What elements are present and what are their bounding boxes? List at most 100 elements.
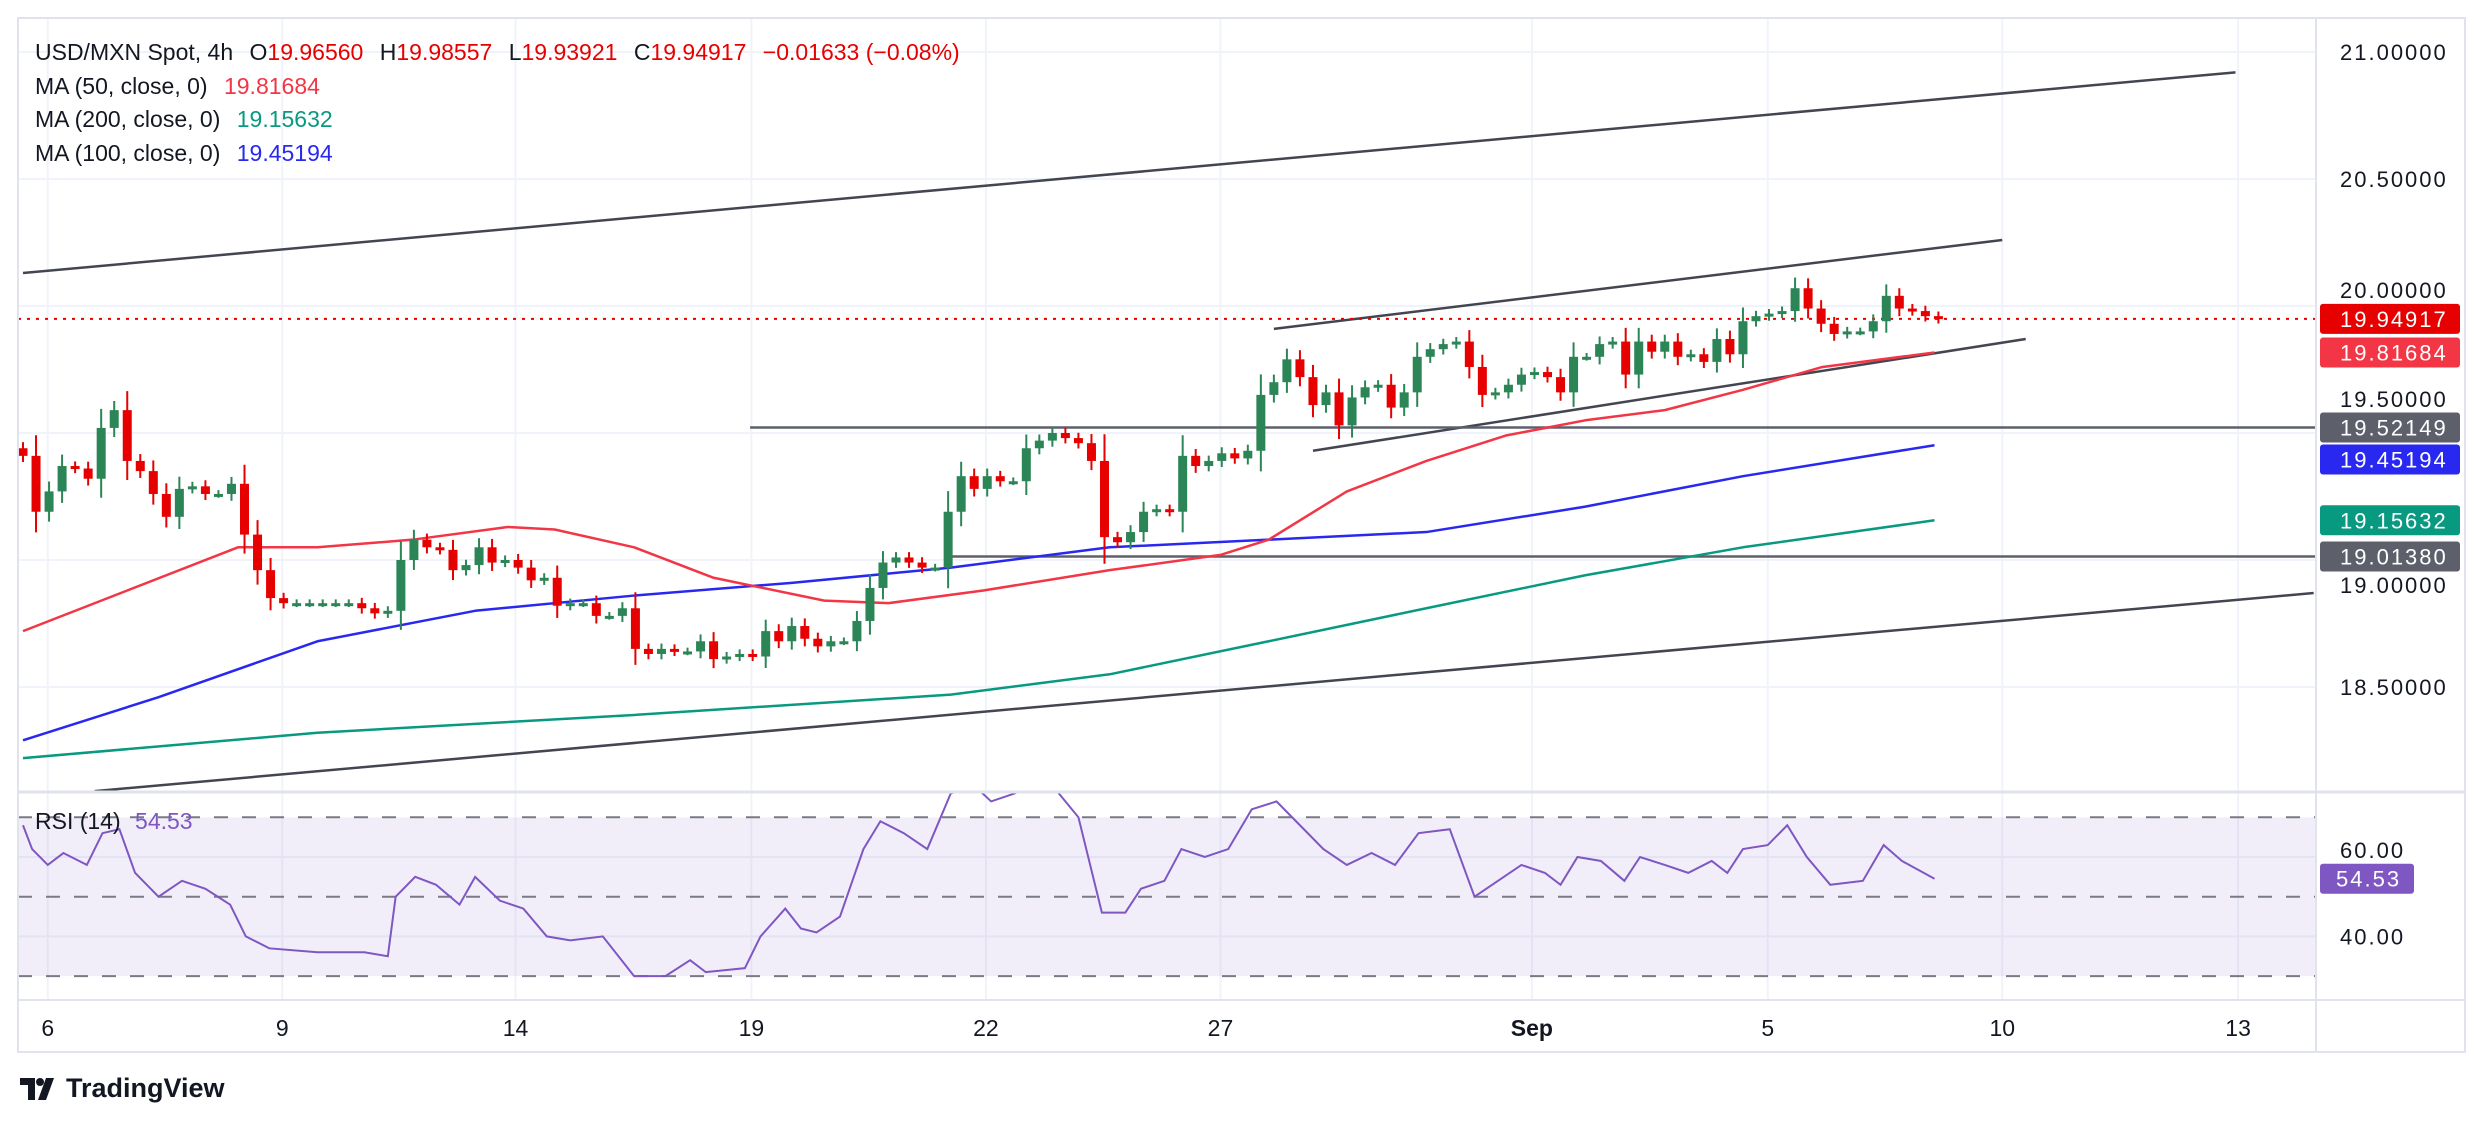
candle-body [344,603,354,607]
price-label-text: 19.01380 [2340,544,2448,569]
candle-body [1777,311,1787,315]
candle-body [409,539,419,560]
candle-body [1751,316,1761,322]
candle-body [161,493,171,517]
candle-body [943,511,953,568]
candle-body [1217,453,1227,461]
candle-body [1360,387,1370,398]
candle-body [1438,344,1448,350]
candle-body [1334,392,1344,426]
candle-body [787,626,797,642]
open-value: 19.96560 [267,39,364,65]
candle-body [1073,438,1083,444]
ma200-label: MA (200, close, 0) [35,106,221,132]
candle-body [969,476,979,489]
candle-body [656,648,666,654]
candle-body [1425,349,1435,357]
time-tick-label: 22 [973,1015,999,1041]
candle-body [1842,331,1852,335]
time-tick-label: 10 [1989,1015,2015,1041]
ma200-line [22,519,1935,760]
price-label-text: 19.81684 [2340,341,2448,366]
price-label-badge [2320,541,2460,572]
candle-body [1126,532,1136,543]
price-label-badge [2320,337,2460,368]
candle-body [1634,341,1644,375]
high-label: H [379,39,397,65]
candle-body [461,565,471,571]
candle-body [1907,308,1917,312]
candle-body [383,610,393,614]
price-tick-label: 19.50000 [2340,387,2448,412]
candle-body [1529,372,1539,376]
close-value: 19.94917 [650,39,747,65]
ma100-legend[interactable]: MA (100, close, 0) 19.45194 [35,137,960,171]
candle-body [891,557,901,563]
trendline [1312,337,2026,453]
price-label-badge [2320,303,2460,334]
candle-body [1047,433,1057,441]
candle-body [826,641,836,647]
candle-body [1725,339,1735,355]
candle-body [1204,460,1214,467]
candle-body [513,560,523,568]
candle-body [187,486,197,490]
candle-body [643,648,653,654]
candle-body [1269,382,1279,395]
rsi-legend[interactable]: RSI (14) 54.53 [35,808,193,835]
candle-body [487,547,497,563]
candle-body [435,547,445,551]
time-tick-label: Sep [1511,1015,1553,1041]
ma200-legend[interactable]: MA (200, close, 0) 19.15632 [35,103,960,137]
candle-body [526,567,536,581]
candle-body [1477,366,1487,395]
low-label: L [508,39,522,65]
tradingview-logo[interactable]: TradingView [20,1073,225,1104]
candle-body [839,641,849,645]
candle-body [956,476,966,512]
candle-body [735,653,745,657]
candle-body [292,603,302,607]
price-pane[interactable] [18,71,2316,792]
ma200-value: 19.15632 [236,106,333,132]
candle-body [722,656,732,660]
candle-body [200,486,210,494]
price-tick-label: 20.00000 [2340,278,2448,303]
candle-body [995,476,1005,482]
candle-body [696,641,706,652]
candle-body [709,641,719,660]
change-value: −0.01633 (−0.08%) [762,39,960,65]
candle-body [1034,440,1044,449]
candle-body [1373,384,1383,388]
trendline [22,71,2236,275]
candle-body [774,631,784,642]
candle-body [1933,316,1943,320]
candle-body [578,603,588,607]
candle-body [1894,295,1904,309]
price-tick-label: 21.00000 [2340,40,2448,65]
ma50-legend[interactable]: MA (50, close, 0) 19.81684 [35,70,960,104]
candle-body [1803,288,1813,309]
candle-body [1008,481,1018,485]
candle-body [1178,455,1188,512]
symbol-title[interactable]: USD/MXN Spot, 4h [35,39,234,65]
candle-body [57,466,67,492]
candle-body [1673,341,1683,357]
candle-body [70,466,80,470]
chart-legend: USD/MXN Spot, 4h O19.96560 H19.98557 L19… [35,36,960,170]
time-tick-label: 19 [739,1015,765,1041]
ma100-line [22,443,1935,742]
candle-body [422,539,432,548]
candle-body [1113,537,1123,543]
candle-body [539,577,549,581]
rsi-pane[interactable] [18,778,2316,978]
candle-body [1816,308,1826,324]
candle-body [1464,341,1474,367]
candle-body [1881,295,1891,322]
candle-body [1868,321,1878,332]
price-label-badge [2320,412,2460,443]
rsi-value: 54.53 [135,808,193,834]
candle-body [552,577,562,606]
candle-body [1139,511,1149,533]
